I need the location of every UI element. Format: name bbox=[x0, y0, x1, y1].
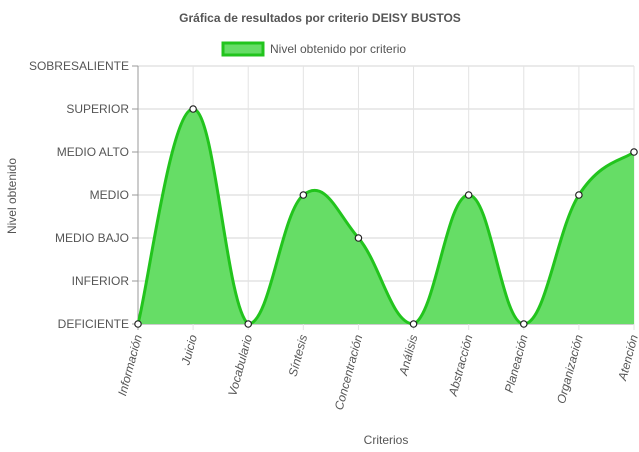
x-tick-label: Información bbox=[115, 333, 145, 397]
data-point[interactable] bbox=[519, 320, 528, 328]
legend-label: Nivel obtenido por criterio bbox=[270, 42, 406, 56]
data-points bbox=[134, 105, 638, 328]
y-axis: DEFICIENTE INFERIOR MEDIO BAJO MEDIO MEDIO A… bbox=[29, 59, 129, 331]
x-tick-label: Vocabulario bbox=[225, 333, 255, 398]
data-point[interactable] bbox=[189, 105, 197, 113]
y-tick-label: MEDIO bbox=[90, 188, 129, 202]
y-tick-label: SUPERIOR bbox=[66, 102, 129, 116]
y-axis-title: Nivel obtenido bbox=[5, 158, 19, 234]
y-tick-label: SOBRESALIENTE bbox=[29, 59, 129, 73]
legend-swatch bbox=[221, 41, 265, 57]
x-axis-title: Criterios bbox=[364, 433, 409, 447]
x-tick-label: Atención bbox=[615, 333, 639, 383]
x-tick-label: Juicio bbox=[178, 333, 200, 368]
x-axis: Información Juicio Vocabulario Síntesis Conc… bbox=[115, 333, 639, 412]
series-line bbox=[136, 107, 635, 326]
chart-title: Gráfica de resultados por criterio DEISY… bbox=[179, 11, 461, 25]
series-fill bbox=[138, 109, 634, 324]
data-point[interactable] bbox=[134, 320, 142, 328]
x-tick-label: Síntesis bbox=[286, 333, 311, 378]
y-tick-label: DEFICIENTE bbox=[58, 317, 129, 331]
data-point[interactable] bbox=[630, 148, 638, 156]
legend[interactable]: Nivel obtenido por criterio bbox=[221, 41, 406, 57]
y-tick-label: MEDIO BAJO bbox=[55, 231, 129, 245]
x-tick-label: Organización bbox=[554, 333, 586, 405]
data-point[interactable] bbox=[244, 320, 253, 328]
series-area bbox=[136, 107, 635, 326]
data-point[interactable] bbox=[299, 191, 308, 199]
x-tick-label: Concentración bbox=[332, 333, 366, 412]
y-tick-label: INFERIOR bbox=[72, 274, 130, 288]
x-tick-label: Planeación bbox=[502, 333, 531, 394]
x-tick-label: Análisis bbox=[396, 333, 420, 378]
data-point[interactable] bbox=[464, 191, 473, 199]
data-point[interactable] bbox=[354, 234, 363, 242]
x-tick-label: Abstracción bbox=[446, 333, 476, 398]
data-point[interactable] bbox=[575, 191, 583, 199]
y-tick-label: MEDIO ALTO bbox=[57, 145, 129, 159]
data-point[interactable] bbox=[409, 320, 418, 328]
